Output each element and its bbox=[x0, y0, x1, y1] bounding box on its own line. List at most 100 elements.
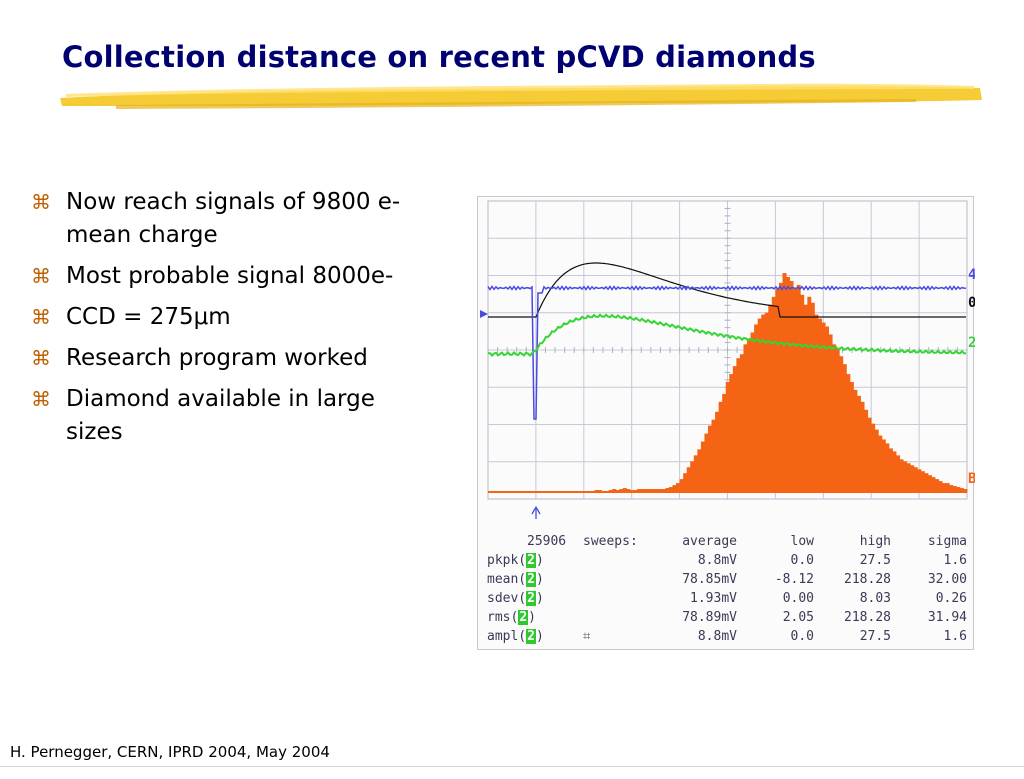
histogram-bar bbox=[892, 451, 897, 493]
histogram-bar bbox=[825, 326, 830, 493]
value-low: 0.0 bbox=[790, 553, 814, 568]
histogram-bar bbox=[924, 473, 929, 493]
readout-row: pkpk(2) 8.8mV 0.0 27.5 1.6 bbox=[487, 551, 971, 570]
histogram-bar bbox=[615, 490, 620, 493]
histogram-bar bbox=[505, 491, 510, 493]
histogram-bar bbox=[697, 449, 702, 493]
histogram-bar bbox=[739, 354, 744, 493]
histogram-bar bbox=[906, 463, 911, 493]
bullet-text: Research program worked bbox=[66, 345, 368, 371]
histogram-bar bbox=[715, 411, 720, 493]
trigger-arrow-icon bbox=[531, 505, 541, 519]
histogram-bar bbox=[768, 304, 773, 493]
histogram-bar bbox=[793, 288, 798, 493]
histogram-bar bbox=[658, 489, 663, 493]
histogram-bar bbox=[512, 491, 517, 493]
histogram-bar bbox=[711, 419, 716, 493]
histogram-bar bbox=[576, 491, 581, 493]
histogram-bar bbox=[778, 282, 783, 493]
histogram-bar bbox=[519, 491, 524, 493]
histogram-bar bbox=[814, 314, 819, 493]
histogram-bar bbox=[942, 483, 947, 493]
histogram-bar bbox=[871, 423, 876, 493]
bullet-text: Most probable signal 8000e- bbox=[66, 263, 394, 289]
command-key-icon: ⌘ bbox=[31, 264, 51, 288]
value-sigma: 1.6 bbox=[943, 553, 967, 568]
histogram-bar bbox=[896, 455, 900, 493]
channel-marker-label: B bbox=[968, 471, 975, 487]
histogram-bar bbox=[764, 312, 769, 493]
measure-label: mean(2) bbox=[487, 572, 544, 587]
value-low: 0.00 bbox=[782, 591, 814, 606]
histogram-bar bbox=[707, 425, 712, 493]
value-low: -8.12 bbox=[774, 572, 814, 587]
value-sigma: 1.6 bbox=[943, 629, 967, 644]
histogram-bar bbox=[849, 382, 854, 493]
histogram-bar bbox=[495, 491, 500, 493]
histogram-bar bbox=[573, 491, 578, 493]
histogram-bar bbox=[647, 489, 652, 493]
value-sigma: 0.26 bbox=[935, 591, 967, 606]
histogram-bar bbox=[860, 401, 865, 493]
measure-label: sdev(2) bbox=[487, 591, 544, 606]
histogram-bar bbox=[853, 389, 858, 493]
histogram-bar bbox=[537, 491, 542, 493]
histogram-bar bbox=[597, 490, 602, 493]
histogram-bar bbox=[810, 302, 815, 493]
histogram-bar bbox=[910, 465, 915, 493]
histogram-bar bbox=[828, 334, 833, 493]
reference-trace bbox=[488, 262, 966, 318]
histogram-bar bbox=[700, 441, 705, 493]
col-sigma: sigma bbox=[927, 534, 967, 549]
histogram-bar bbox=[523, 491, 528, 493]
histogram-bar bbox=[867, 417, 872, 493]
histogram-bar bbox=[704, 433, 709, 493]
bullet-item: ⌘ Research program worked bbox=[30, 342, 430, 375]
histogram-bar bbox=[555, 491, 560, 493]
histogram-bar bbox=[679, 479, 684, 493]
histogram-bar bbox=[633, 490, 638, 493]
histogram-bar bbox=[651, 489, 656, 493]
left-marker-arrow-icon bbox=[480, 310, 488, 318]
footer-divider bbox=[0, 766, 1024, 767]
histogram-bar bbox=[690, 461, 695, 493]
histogram-bar bbox=[743, 344, 748, 493]
histogram-bar bbox=[583, 491, 588, 493]
histogram-bar bbox=[903, 461, 908, 493]
histogram-bar bbox=[498, 491, 503, 493]
histogram-bar bbox=[938, 481, 943, 493]
histogram-bar bbox=[676, 483, 680, 493]
histogram-bar bbox=[516, 491, 521, 493]
histogram-bar bbox=[729, 374, 734, 493]
histogram-bar bbox=[605, 491, 610, 493]
histogram-bar bbox=[913, 467, 918, 493]
histogram-bar bbox=[530, 491, 535, 493]
histogram-bar bbox=[725, 382, 730, 493]
col-average: average bbox=[682, 534, 737, 549]
col-high: high bbox=[859, 534, 891, 549]
histogram-bar bbox=[736, 358, 741, 493]
histogram-bar bbox=[594, 490, 599, 493]
channel-marker-label: 4 bbox=[968, 267, 975, 283]
histogram-bar bbox=[945, 483, 950, 493]
histogram-bar bbox=[786, 276, 790, 493]
histogram-bar bbox=[601, 491, 606, 493]
histogram-bar bbox=[580, 491, 585, 493]
measure-label: pkpk(2) bbox=[487, 553, 544, 568]
histogram-bar bbox=[491, 491, 496, 493]
channel-marker-label: 0 bbox=[968, 295, 975, 311]
bullet-text: Now reach signals of 9800 e- mean charge bbox=[66, 189, 401, 248]
histogram-bar bbox=[920, 471, 925, 493]
histogram-bar bbox=[927, 475, 932, 493]
value-low: 0.0 bbox=[790, 629, 814, 644]
histogram-bar bbox=[747, 338, 751, 493]
histogram-bar bbox=[807, 296, 812, 493]
histogram-bar bbox=[683, 473, 688, 493]
histogram-bar bbox=[626, 489, 631, 493]
value-high: 218.28 bbox=[844, 610, 891, 625]
histogram-bar bbox=[959, 488, 964, 493]
histogram-bar bbox=[839, 356, 844, 493]
bullet-item: ⌘ CCD = 275μm bbox=[30, 301, 430, 334]
histogram-bar bbox=[782, 273, 787, 493]
value-high: 8.03 bbox=[859, 591, 891, 606]
